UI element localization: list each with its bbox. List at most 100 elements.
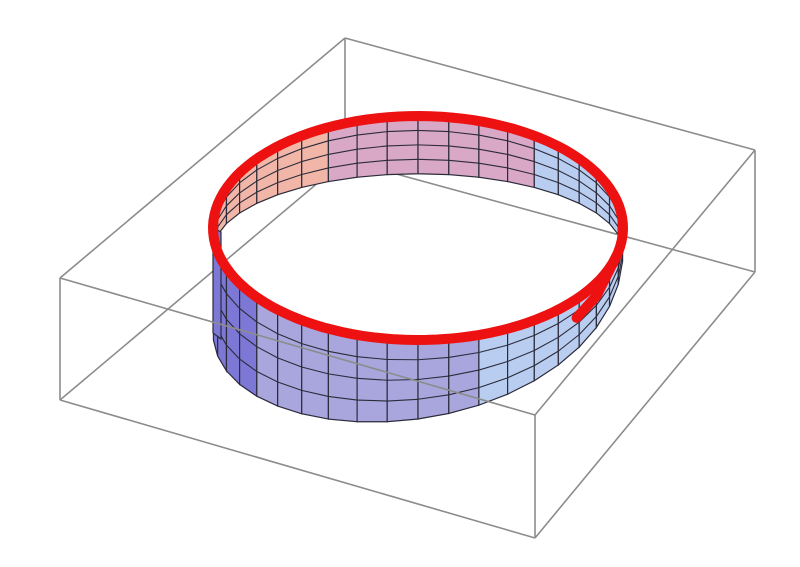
inner-wall-mesh-line [217, 205, 227, 220]
outer-wall-mesh-line [226, 319, 241, 335]
inner-wall-mesh-line [226, 182, 241, 198]
outer-wall-mesh-line [328, 350, 358, 358]
inner-wall-mesh-line [534, 161, 559, 172]
outer-wall-panel [301, 319, 329, 420]
outer-wall-mesh-line [239, 333, 258, 348]
outer-wall-mesh-line [595, 286, 610, 306]
outer-wall-mesh-line [609, 267, 619, 288]
inner-wall-mesh-line [387, 158, 419, 161]
mobius-inner-wall [212, 115, 624, 247]
inner-wall-mesh-line [417, 129, 449, 133]
mobius-outer-wall [212, 227, 624, 423]
inner-wall-mesh-line [217, 214, 227, 228]
outer-wall-mesh-line [534, 336, 559, 351]
inner-wall-mesh-line [417, 158, 449, 161]
outer-wall-mesh-line [387, 398, 419, 402]
outer-wall-mesh-line [328, 395, 358, 401]
inner-wall-mesh-line [226, 202, 240, 216]
outer-wall-mesh-line [328, 373, 358, 379]
outer-wall-mesh-line [478, 377, 508, 389]
outer-wall-mesh-line [448, 369, 480, 377]
outer-wall-mesh-line [534, 322, 559, 336]
inner-wall-mesh-line [256, 170, 278, 182]
boundary-curve-top [208, 111, 628, 345]
outer-wall-mesh-line [609, 275, 619, 297]
outer-wall-mesh-line [256, 321, 278, 335]
inner-wall-mesh-line [277, 148, 302, 159]
outer-wall-mesh-line [357, 399, 388, 402]
inner-wall-mesh-line [256, 182, 278, 193]
inner-wall-mesh-line [578, 169, 597, 184]
bounding-box-front-edges [59, 149, 756, 539]
inner-wall-mesh-line [609, 214, 619, 228]
inner-wall-mesh-line [387, 129, 419, 133]
outer-wall-mesh-line [301, 366, 329, 375]
inner-wall-mesh-line [301, 167, 329, 176]
inner-wall-mesh-line [239, 180, 258, 194]
inner-wall-mesh-line [448, 159, 479, 164]
inner-wall-mesh-line [417, 144, 449, 147]
inner-wall-mesh-line [558, 157, 580, 171]
inner-wall-mesh-line [357, 145, 388, 150]
bounding-box-back-edges [59, 37, 756, 401]
inner-wall-mesh-line [328, 134, 358, 142]
inner-wall-mesh-line [595, 182, 610, 198]
inner-wall-mesh-line [277, 161, 302, 172]
inner-wall-mesh-line [448, 145, 479, 150]
outer-wall-panel [277, 308, 303, 415]
outer-wall-mesh-line [448, 351, 479, 358]
outer-wall-mesh-line [507, 334, 535, 346]
inner-wall-mesh-line [357, 159, 388, 164]
outer-wall-mesh-line [239, 358, 258, 372]
inner-wall-mesh-line [387, 144, 419, 147]
outer-wall-mesh-line [534, 350, 559, 367]
inner-wall-mesh-line [478, 134, 508, 142]
inner-wall-mesh-line [534, 173, 559, 184]
outer-wall-panel [448, 334, 480, 415]
outer-wall-mesh-line [226, 293, 241, 309]
inner-wall-mesh-line [507, 140, 535, 150]
outer-wall-mesh-line [256, 370, 278, 383]
outer-wall-mesh-line [277, 381, 302, 391]
inner-wall-mesh-line [357, 131, 388, 136]
inner-wall-mesh-line [328, 162, 358, 169]
outer-wall-mesh-line [357, 356, 388, 361]
inner-wall-mesh-line [507, 153, 535, 163]
inner-wall-mesh-line [578, 180, 597, 194]
inner-wall-mesh-line [239, 169, 258, 184]
outer-wall-mesh-line [239, 308, 258, 323]
outer-wall-mesh-line [301, 343, 329, 352]
outer-wall-mesh-line [417, 375, 449, 381]
outer-wall-mesh-line [595, 296, 610, 317]
inner-wall-mesh-line [478, 148, 508, 155]
inner-wall-mesh-line [478, 162, 508, 169]
outer-wall-mesh-line [277, 357, 302, 368]
inner-wall-mesh-line [609, 205, 619, 220]
outer-wall-mesh-line [256, 346, 278, 359]
outer-wall-mesh-line [507, 349, 535, 362]
inner-wall-mesh-line [448, 131, 479, 136]
outer-wall-mesh-line [578, 316, 597, 335]
inner-wall-mesh-line [301, 140, 329, 150]
outer-wall-mesh-line [617, 254, 624, 277]
inner-wall-mesh-line [507, 167, 535, 176]
outer-wall-mesh-line [478, 344, 508, 354]
inner-wall-mesh-line [277, 173, 302, 184]
outer-wall-mesh-line [507, 365, 535, 379]
outer-wall-mesh-line [301, 389, 329, 398]
outer-wall-mesh-line [226, 344, 241, 360]
outer-wall-mesh-line [417, 394, 449, 400]
inner-wall-mesh-line [256, 157, 278, 171]
mobius-boundary-curve [208, 111, 628, 345]
outer-wall-mesh-line [417, 356, 449, 361]
outer-wall-mesh-line [357, 377, 388, 381]
inner-wall-mesh-line [558, 182, 580, 193]
outer-wall-panel [478, 327, 509, 407]
inner-wall-mesh-line [558, 170, 580, 182]
outer-wall-mesh-line [557, 334, 580, 352]
inner-wall-mesh-line [596, 202, 610, 216]
inner-wall-mesh-line [578, 191, 597, 204]
inner-wall-mesh-line [239, 191, 258, 204]
outer-wall-panel [327, 327, 358, 423]
